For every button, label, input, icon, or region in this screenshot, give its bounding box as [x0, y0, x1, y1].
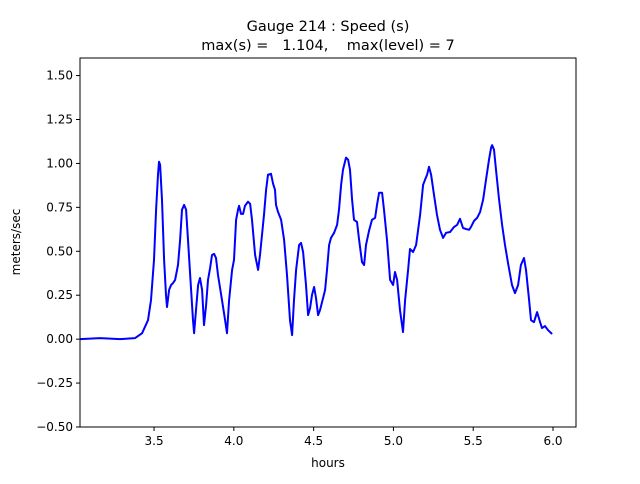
y-tick-label: −0.50 [36, 420, 73, 434]
y-tick-label: −0.25 [36, 376, 73, 390]
y-tick-label: 0.75 [46, 200, 73, 214]
y-tick-label: 1.00 [46, 156, 73, 170]
y-tick-label: 1.50 [46, 69, 73, 83]
x-tick-label: 5.5 [464, 434, 483, 448]
plot-area-frame [79, 57, 577, 428]
x-tick-label: 3.5 [145, 434, 164, 448]
y-tick-label: 0.25 [46, 288, 73, 302]
y-tick-label: 0.00 [46, 332, 73, 346]
chart-title: Gauge 214 : Speed (s) [247, 19, 410, 35]
x-tick-label: 4.5 [304, 434, 323, 448]
y-axis-label: meters/sec [9, 209, 23, 276]
y-tick-label: 0.50 [46, 244, 73, 258]
x-tick-label: 5.0 [384, 434, 403, 448]
chart-subtitle: max(s) = 1.104, max(level) = 7 [201, 38, 455, 54]
x-tick-label: 6.0 [543, 434, 562, 448]
y-tick-label: 1.25 [46, 113, 73, 127]
x-tick-label: 4.0 [224, 434, 243, 448]
x-axis-label: hours [311, 456, 345, 470]
speed-series-line [79, 144, 553, 341]
